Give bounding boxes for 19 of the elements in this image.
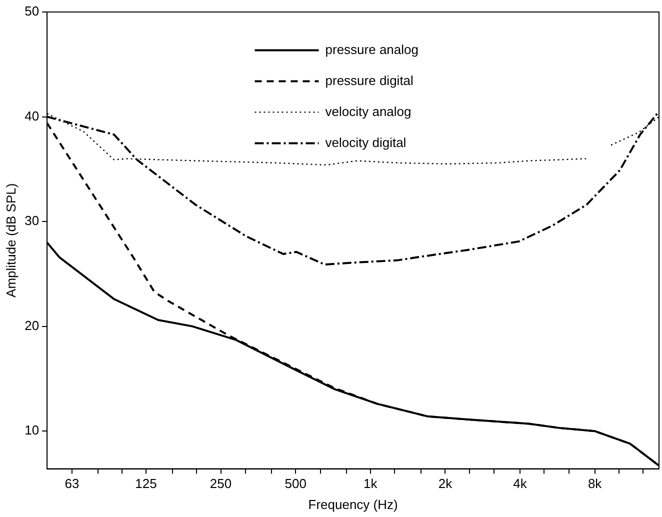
x-tick-label: 4k [513,476,528,492]
y-axis-title: Amplitude (dB SPL) [3,183,18,298]
x-tick-label: 63 [64,476,80,492]
y-tick-label: 10 [24,422,40,438]
x-tick-label: 8k [588,476,602,492]
y-tick-label: 50 [24,4,40,19]
legend-label: pressure digital [325,72,414,88]
x-tick-label: 2k [438,476,453,492]
y-tick-label: 20 [24,318,40,333]
y-tick-label: 30 [24,213,40,228]
x-tick-label: 250 [210,476,232,492]
x-tick-label: 500 [284,476,306,492]
x-axis-title: Frequency (Hz) [308,496,398,512]
legend-label: pressure analog [325,42,418,57]
y-tick-label: 40 [24,108,40,124]
legend-label: velocity analog [325,104,412,119]
x-tick-label: 1k [364,476,378,492]
x-tick-label: 125 [135,476,157,492]
legend-label: velocity digital [325,134,406,150]
